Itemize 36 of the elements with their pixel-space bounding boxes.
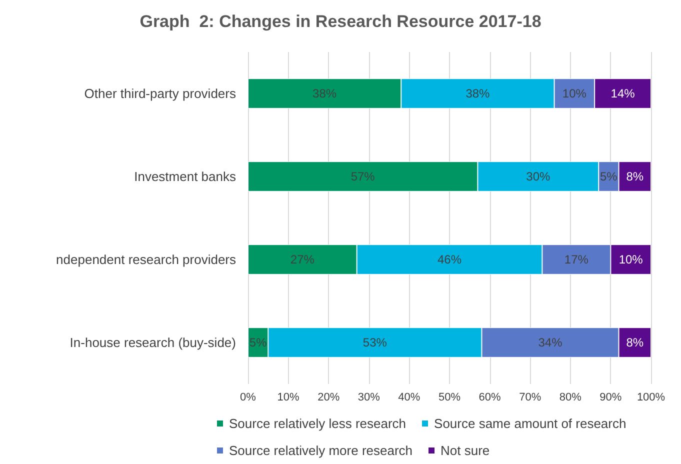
x-tick-label: 90% — [600, 392, 622, 404]
data-label: 38% — [466, 86, 490, 100]
legend-label: Source relatively less research — [229, 416, 406, 431]
legend-label: Source relatively more research — [229, 443, 413, 458]
data-label: 5% — [600, 170, 618, 184]
y-tick-label: ndependent research providers — [56, 252, 236, 267]
x-tick-label: 60% — [478, 392, 502, 404]
data-label: 14% — [610, 86, 636, 100]
data-label: 10% — [618, 252, 644, 266]
legend-label: Source same amount of research — [434, 416, 626, 431]
chart-title: Graph 2: Changes in Research Resource 2017-18 — [140, 12, 542, 31]
data-label: 27% — [290, 252, 315, 266]
legend-label: Not sure — [440, 443, 490, 458]
data-label: 8% — [626, 336, 644, 350]
data-label: 38% — [312, 86, 337, 100]
data-label: 53% — [362, 336, 388, 350]
y-tick-label: Other third-party providers — [84, 86, 236, 101]
x-tick-label: 40% — [398, 392, 420, 404]
data-label: 57% — [350, 170, 376, 184]
data-label: 8% — [626, 170, 644, 184]
data-label: 5% — [249, 336, 268, 350]
data-label: 46% — [437, 252, 462, 266]
data-label: 17% — [564, 252, 589, 266]
data-label: 34% — [538, 336, 563, 350]
y-tick-label: In-house research (buy-side) — [70, 335, 236, 350]
x-tick-label: 100% — [636, 392, 666, 404]
x-tick-label: 50% — [438, 392, 461, 404]
x-tick-label: 80% — [559, 392, 582, 404]
data-label: 30% — [526, 170, 550, 184]
y-tick-label: Investment banks — [134, 169, 236, 184]
x-tick-label: 0% — [240, 392, 256, 404]
x-tick-label: 30% — [358, 392, 380, 404]
x-tick-label: 10% — [277, 392, 300, 404]
x-tick-label: 70% — [519, 392, 542, 404]
x-tick-label: 20% — [318, 392, 340, 404]
data-label: 10% — [562, 86, 587, 100]
